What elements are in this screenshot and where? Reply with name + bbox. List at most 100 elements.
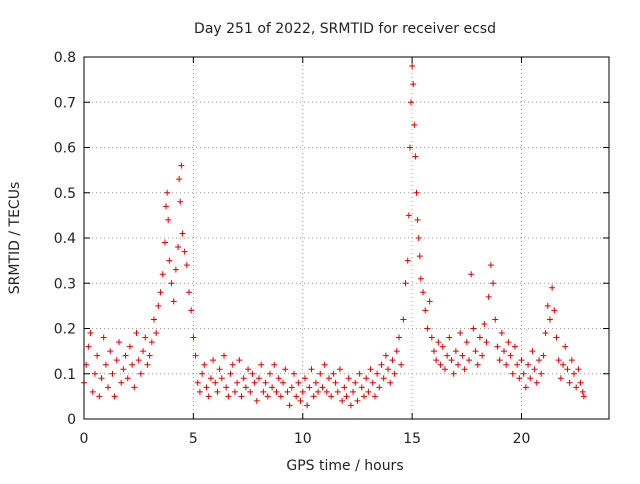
y-tick-label: 0.3 bbox=[54, 276, 76, 292]
data-point bbox=[549, 284, 556, 291]
data-point bbox=[551, 307, 558, 314]
data-point bbox=[323, 388, 330, 395]
data-point bbox=[385, 366, 392, 373]
data-point bbox=[157, 289, 164, 296]
data-point bbox=[415, 235, 422, 241]
x-tick-label: 15 bbox=[403, 431, 421, 447]
data-point bbox=[441, 366, 448, 373]
data-point bbox=[347, 402, 354, 409]
data-point bbox=[111, 393, 118, 400]
data-point bbox=[406, 144, 413, 151]
data-point bbox=[354, 397, 361, 404]
data-point bbox=[455, 361, 462, 368]
data-point bbox=[190, 334, 197, 341]
data-point bbox=[242, 384, 249, 391]
data-point bbox=[188, 307, 195, 314]
data-point bbox=[529, 348, 536, 355]
data-point bbox=[122, 352, 129, 359]
data-point bbox=[308, 366, 315, 373]
data-point bbox=[304, 402, 311, 409]
data-point bbox=[87, 330, 94, 337]
data-point bbox=[404, 257, 411, 264]
data-point bbox=[568, 357, 575, 364]
data-point bbox=[256, 375, 262, 382]
x-tick-label: 5 bbox=[189, 431, 198, 447]
x-axis-label: GPS time / hours bbox=[286, 458, 403, 474]
data-point bbox=[129, 361, 136, 368]
data-point bbox=[163, 203, 170, 210]
data-point bbox=[321, 361, 328, 368]
data-point bbox=[183, 262, 190, 269]
data-point bbox=[435, 339, 442, 346]
data-point bbox=[96, 393, 103, 400]
data-point bbox=[148, 339, 155, 346]
data-point bbox=[555, 357, 562, 364]
data-point bbox=[168, 280, 175, 287]
data-point bbox=[516, 375, 523, 382]
data-point bbox=[170, 298, 177, 305]
data-point bbox=[113, 357, 120, 364]
data-point bbox=[273, 388, 280, 395]
data-point bbox=[144, 361, 151, 368]
data-point bbox=[181, 248, 188, 255]
data-point bbox=[356, 370, 363, 377]
data-point bbox=[483, 339, 490, 346]
data-point bbox=[509, 370, 516, 377]
data-point bbox=[133, 330, 140, 337]
data-point bbox=[118, 379, 125, 386]
data-point bbox=[518, 357, 525, 364]
data-point bbox=[413, 189, 420, 196]
data-point bbox=[382, 352, 389, 359]
data-point bbox=[175, 244, 182, 251]
data-point bbox=[387, 379, 394, 386]
grid-lines bbox=[84, 57, 609, 419]
data-point bbox=[538, 370, 545, 377]
data-point bbox=[485, 293, 492, 300]
data-point bbox=[437, 361, 444, 368]
data-point bbox=[439, 343, 446, 350]
y-tick-label: 0.6 bbox=[54, 141, 76, 157]
data-point bbox=[339, 397, 346, 404]
data-point bbox=[452, 348, 459, 355]
data-point bbox=[365, 388, 372, 395]
y-tick-label: 0.2 bbox=[54, 322, 76, 338]
data-point bbox=[214, 388, 221, 395]
data-point bbox=[424, 325, 431, 332]
data-point bbox=[450, 370, 457, 377]
data-point bbox=[428, 334, 435, 341]
data-point bbox=[240, 375, 247, 382]
y-tick-label: 0 bbox=[67, 412, 76, 428]
data-point bbox=[251, 379, 258, 386]
data-point bbox=[496, 357, 503, 364]
data-point bbox=[326, 375, 332, 382]
data-point bbox=[297, 397, 304, 404]
data-point bbox=[227, 370, 234, 377]
data-point bbox=[165, 216, 172, 223]
data-point bbox=[503, 361, 510, 368]
data-point bbox=[124, 375, 131, 382]
data-point bbox=[247, 388, 254, 395]
data-point bbox=[221, 352, 227, 359]
data-point bbox=[107, 348, 114, 355]
data-point bbox=[564, 366, 571, 373]
data-point bbox=[212, 379, 219, 386]
data-point bbox=[446, 334, 453, 341]
data-point bbox=[151, 316, 157, 323]
data-point bbox=[312, 379, 319, 386]
data-point bbox=[533, 379, 540, 386]
data-point bbox=[391, 370, 398, 377]
data-point bbox=[474, 361, 481, 368]
data-point bbox=[155, 302, 162, 309]
data-point bbox=[299, 388, 306, 395]
data-point bbox=[522, 384, 529, 391]
data-point bbox=[580, 393, 587, 400]
data-point bbox=[408, 99, 415, 106]
data-point bbox=[525, 361, 532, 368]
data-point bbox=[411, 121, 418, 128]
x-tick-label: 20 bbox=[513, 431, 531, 447]
data-point bbox=[542, 330, 549, 337]
data-point bbox=[494, 343, 501, 350]
data-point bbox=[91, 370, 98, 377]
data-point bbox=[412, 153, 419, 160]
